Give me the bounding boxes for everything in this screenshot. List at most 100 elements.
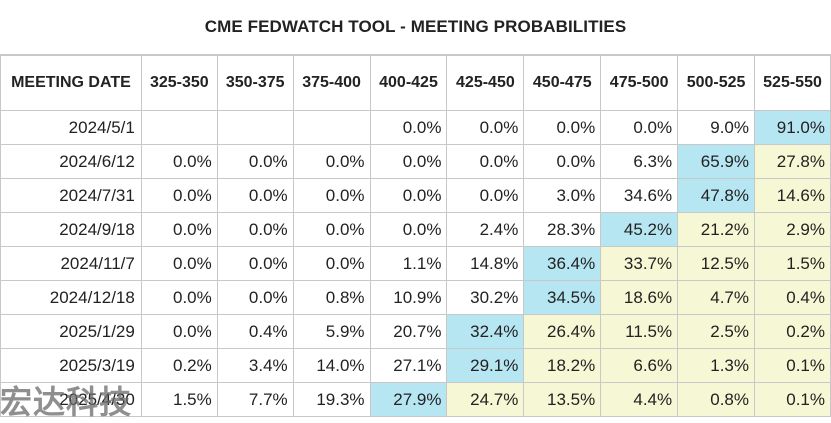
probability-cell: 27.8% [754, 144, 831, 179]
probability-cell: 21.2% [677, 212, 755, 247]
probability-cell: 0.0% [446, 178, 525, 213]
probability-cell: 0.4% [216, 314, 294, 349]
probability-cell [140, 110, 218, 145]
column-header-range: 350-375 [216, 55, 294, 111]
probability-cell: 12.5% [677, 246, 755, 281]
probability-cell: 0.0% [292, 178, 371, 213]
probability-cell: 7.7% [216, 382, 294, 417]
meeting-date-cell: 2025/4/30 [0, 382, 142, 417]
probability-cell: 4.4% [600, 382, 679, 417]
header-row: MEETING DATE 325-350 350-375 375-400 400-425… [0, 55, 831, 111]
probability-cell: 2.9% [754, 212, 831, 247]
probability-cell: 0.0% [216, 178, 294, 213]
column-header-range: 450-475 [523, 55, 602, 111]
probability-cell: 0.0% [292, 246, 371, 281]
column-header-range: 525-550 [754, 55, 831, 111]
table-row: 2025/3/19 0.2% 3.4% 14.0% 27.1% 29.1% 18.2% 6.6… [0, 348, 831, 383]
probability-cell [216, 110, 294, 145]
probability-cell [292, 110, 371, 145]
probability-cell: 0.0% [523, 144, 602, 179]
probability-cell: 0.4% [754, 280, 831, 315]
meeting-date-cell: 2025/3/19 [0, 348, 142, 383]
probability-cell: 0.8% [292, 280, 371, 315]
probability-cell: 0.0% [292, 212, 371, 247]
probability-cell: 4.7% [677, 280, 755, 315]
column-header-range: 325-350 [140, 55, 218, 111]
meeting-date-cell: 2025/1/29 [0, 314, 142, 349]
probability-cell: 0.0% [216, 144, 294, 179]
meeting-date-cell: 2024/7/31 [0, 178, 142, 213]
probability-cell: 27.1% [369, 348, 448, 383]
title-bar: CME FEDWATCH TOOL - MEETING PROBABILITIE… [0, 0, 831, 55]
probability-cell: 0.0% [140, 280, 218, 315]
meeting-date-cell: 2024/11/7 [0, 246, 142, 281]
probability-cell: 0.0% [600, 110, 679, 145]
probability-cell: 33.7% [600, 246, 679, 281]
probability-cell: 3.4% [216, 348, 294, 383]
meeting-date-cell: 2024/12/18 [0, 280, 142, 315]
probability-cell: 30.2% [446, 280, 525, 315]
probability-cell: 10.9% [369, 280, 448, 315]
probability-cell: 13.5% [523, 382, 602, 417]
page-title: CME FEDWATCH TOOL - MEETING PROBABILITIE… [204, 17, 627, 36]
probability-cell: 19.3% [292, 382, 371, 417]
column-header-range: 475-500 [600, 55, 679, 111]
probability-cell: 0.0% [446, 110, 525, 145]
probability-cell: 32.4% [446, 314, 525, 349]
probability-cell: 3.0% [523, 178, 602, 213]
probability-cell: 0.0% [369, 212, 448, 247]
probability-cell: 24.7% [446, 382, 525, 417]
table-row: 2025/4/30 1.5% 7.7% 19.3% 27.9% 24.7% 13.5% 4.4… [0, 382, 831, 417]
probability-cell: 6.3% [600, 144, 679, 179]
probability-cell: 0.0% [523, 110, 602, 145]
probability-cell: 0.1% [754, 382, 831, 417]
probability-cell: 0.0% [216, 280, 294, 315]
probability-cell: 2.5% [677, 314, 755, 349]
probability-cell: 0.0% [446, 144, 525, 179]
probability-cell: 11.5% [600, 314, 679, 349]
column-header-range: 375-400 [292, 55, 371, 111]
probability-table: MEETING DATE 325-350 350-375 375-400 400-425… [0, 55, 831, 417]
probability-cell: 1.1% [369, 246, 448, 281]
probability-cell: 5.9% [292, 314, 371, 349]
probability-cell: 0.2% [754, 314, 831, 349]
probability-cell: 6.6% [600, 348, 679, 383]
probability-cell: 0.2% [140, 348, 218, 383]
probability-cell: 27.9% [369, 382, 448, 417]
probability-cell: 18.6% [600, 280, 679, 315]
probability-cell: 0.1% [754, 348, 831, 383]
probability-cell: 0.8% [677, 382, 755, 417]
probability-cell: 34.5% [523, 280, 602, 315]
probability-cell: 28.3% [523, 212, 602, 247]
table-row: 2024/9/18 0.0% 0.0% 0.0% 0.0% 2.4% 28.3% 45.2% 2… [0, 212, 831, 247]
probability-cell: 18.2% [523, 348, 602, 383]
table-body: 2024/5/1 0.0% 0.0% 0.0% 0.0% 9.0% 91.0% 2024/6/… [0, 110, 831, 417]
probability-cell: 0.0% [140, 246, 218, 281]
probability-cell: 29.1% [446, 348, 525, 383]
probability-cell: 0.0% [140, 178, 218, 213]
column-header-range: 425-450 [446, 55, 525, 111]
probability-cell: 1.3% [677, 348, 755, 383]
probability-cell: 0.0% [216, 246, 294, 281]
column-header-range: 500-525 [677, 55, 755, 111]
probability-cell: 2.4% [446, 212, 525, 247]
meeting-date-cell: 2024/5/1 [0, 110, 142, 145]
probability-cell: 14.6% [754, 178, 831, 213]
meeting-date-cell: 2024/6/12 [0, 144, 142, 179]
table-row: 2024/7/31 0.0% 0.0% 0.0% 0.0% 0.0% 3.0% 34.6% 47… [0, 178, 831, 213]
probability-cell: 0.0% [369, 178, 448, 213]
table-row: 2024/11/7 0.0% 0.0% 0.0% 1.1% 14.8% 36.4% 33.7%… [0, 246, 831, 281]
probability-cell: 34.6% [600, 178, 679, 213]
probability-cell: 0.0% [140, 212, 218, 247]
column-header-meeting-date: MEETING DATE [0, 55, 142, 111]
probability-cell: 9.0% [677, 110, 755, 145]
probability-cell: 0.0% [216, 212, 294, 247]
probability-cell: 45.2% [600, 212, 679, 247]
table-row: 2025/1/29 0.0% 0.4% 5.9% 20.7% 32.4% 26.4% 11.5… [0, 314, 831, 349]
probability-cell: 91.0% [754, 110, 831, 145]
column-header-range: 400-425 [369, 55, 448, 111]
probability-cell: 1.5% [140, 382, 218, 417]
probability-cell: 14.0% [292, 348, 371, 383]
probability-cell: 26.4% [523, 314, 602, 349]
table-row: 2024/12/18 0.0% 0.0% 0.8% 10.9% 30.2% 34.5% 18.… [0, 280, 831, 315]
